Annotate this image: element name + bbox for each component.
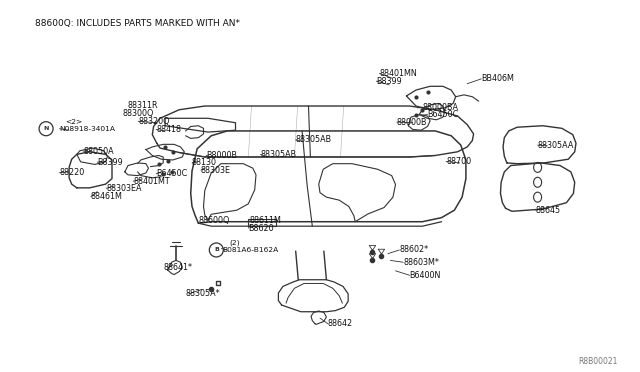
Text: 88600Q: INCLUDES PARTS MARKED WITH AN*: 88600Q: INCLUDES PARTS MARKED WITH AN* bbox=[35, 19, 240, 28]
Text: 88603M*: 88603M* bbox=[403, 258, 439, 267]
Text: B: B bbox=[214, 247, 219, 253]
Text: B8399: B8399 bbox=[97, 158, 123, 167]
Text: 88303EA: 88303EA bbox=[106, 184, 141, 193]
Text: 88050A: 88050A bbox=[83, 147, 114, 155]
Text: 88611M: 88611M bbox=[250, 217, 282, 225]
Text: 88418: 88418 bbox=[156, 125, 181, 134]
Text: 88220: 88220 bbox=[60, 168, 84, 177]
Text: B6400N: B6400N bbox=[410, 271, 441, 280]
Text: N08918-3401A: N08918-3401A bbox=[60, 126, 115, 132]
Text: R8B00021: R8B00021 bbox=[578, 357, 618, 366]
Text: 88600Q: 88600Q bbox=[198, 217, 230, 225]
Text: N: N bbox=[44, 126, 49, 131]
Text: B8620: B8620 bbox=[248, 224, 274, 232]
Text: 88320Q: 88320Q bbox=[138, 117, 170, 126]
Text: 88000B: 88000B bbox=[397, 118, 428, 126]
Text: 88401MN: 88401MN bbox=[380, 69, 417, 78]
Text: B6450C: B6450C bbox=[428, 110, 459, 119]
Text: 88700: 88700 bbox=[446, 157, 471, 166]
Text: <2>: <2> bbox=[65, 119, 83, 125]
Text: 88305AA: 88305AA bbox=[538, 141, 574, 150]
Text: 88305AB: 88305AB bbox=[296, 135, 332, 144]
Text: 88642: 88642 bbox=[328, 319, 353, 328]
Text: 88311R: 88311R bbox=[128, 101, 159, 110]
Text: 88645: 88645 bbox=[536, 206, 561, 215]
Text: 88130: 88130 bbox=[192, 158, 217, 167]
Text: 88461M: 88461M bbox=[91, 192, 123, 201]
Text: 88641*: 88641* bbox=[163, 263, 192, 272]
Text: 88401MT: 88401MT bbox=[133, 177, 170, 186]
Text: BB406M: BB406M bbox=[481, 74, 514, 83]
Text: 88305AB: 88305AB bbox=[260, 150, 296, 159]
Text: B8000B: B8000B bbox=[206, 151, 237, 160]
Text: 88300Q: 88300Q bbox=[123, 109, 154, 118]
Text: B081A6-B162A: B081A6-B162A bbox=[223, 247, 279, 253]
Text: 88303E: 88303E bbox=[201, 166, 231, 174]
Text: B8399: B8399 bbox=[376, 77, 402, 86]
Text: (2): (2) bbox=[229, 240, 240, 246]
Text: B6450C: B6450C bbox=[156, 169, 188, 178]
Text: 88305A*: 88305A* bbox=[186, 289, 220, 298]
Text: 88000BA: 88000BA bbox=[422, 103, 458, 112]
Text: 88602*: 88602* bbox=[399, 246, 429, 254]
